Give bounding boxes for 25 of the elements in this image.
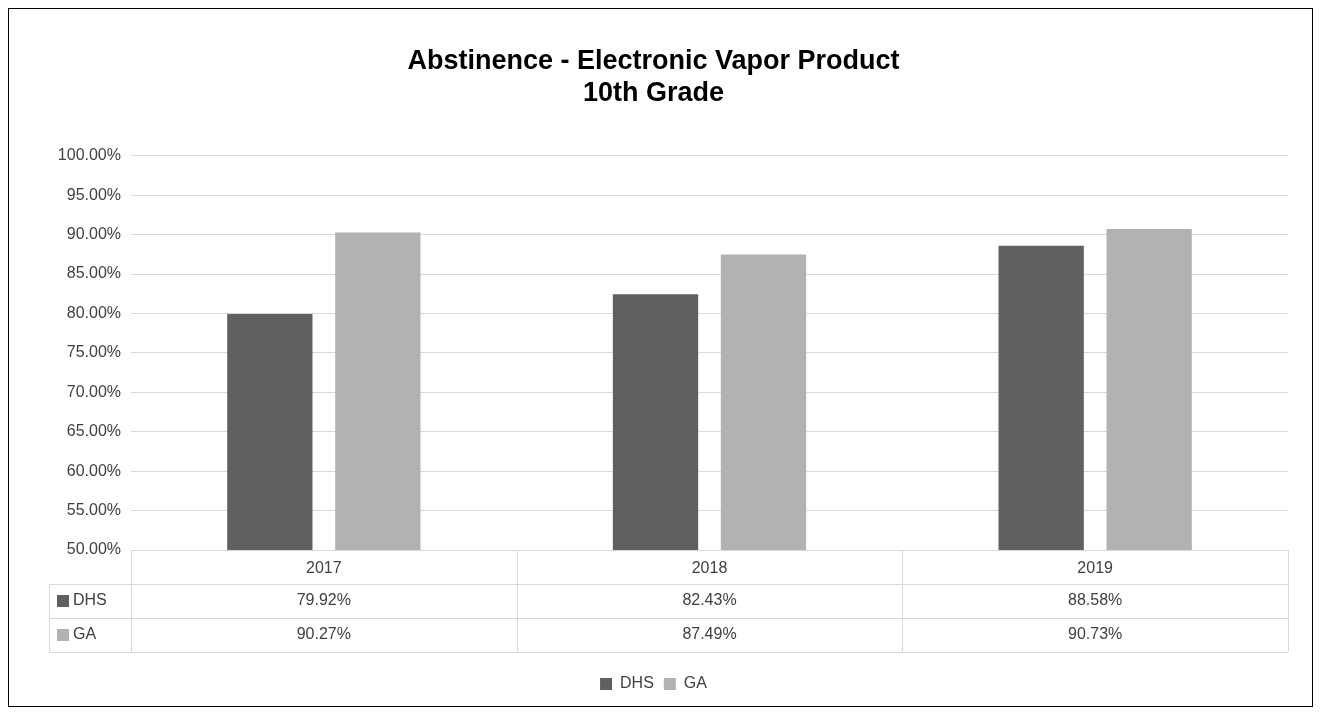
y-tick-label: 80.00% (66, 303, 121, 321)
y-tick-label: 75.00% (66, 343, 121, 361)
legend-label: GA (683, 674, 708, 692)
chart-title: Abstinence - Electronic Vapor Product 10th Grade (407, 44, 900, 108)
y-tick-label: 65.00% (66, 422, 121, 440)
x-tick-label: 2019 (1077, 559, 1114, 577)
y-tick-label: 85.00% (66, 264, 121, 282)
y-tick-label: 60.00% (66, 461, 121, 479)
x-tick-label: 2017 (306, 559, 342, 577)
legend-label: DHS (620, 674, 654, 692)
data-label: 79.92% (296, 591, 351, 609)
y-tick-label: 50.00% (66, 540, 121, 558)
y-tick-label: 100.00% (57, 146, 121, 164)
data-label: 88.58% (1068, 591, 1123, 609)
data-label: 82.43% (682, 591, 737, 609)
y-tick-label: 70.00% (66, 382, 121, 400)
x-tick-label: 2018 (691, 559, 728, 577)
data-label: 90.27% (296, 625, 351, 643)
data-label: 87.49% (682, 625, 737, 643)
y-tick-label: 55.00% (66, 500, 121, 518)
data-label: 90.73% (1068, 625, 1123, 643)
text: GA (73, 625, 97, 643)
y-tick-label: 90.00% (66, 225, 121, 243)
y-tick-label: 95.00% (66, 185, 121, 203)
text: DHS (73, 591, 107, 609)
